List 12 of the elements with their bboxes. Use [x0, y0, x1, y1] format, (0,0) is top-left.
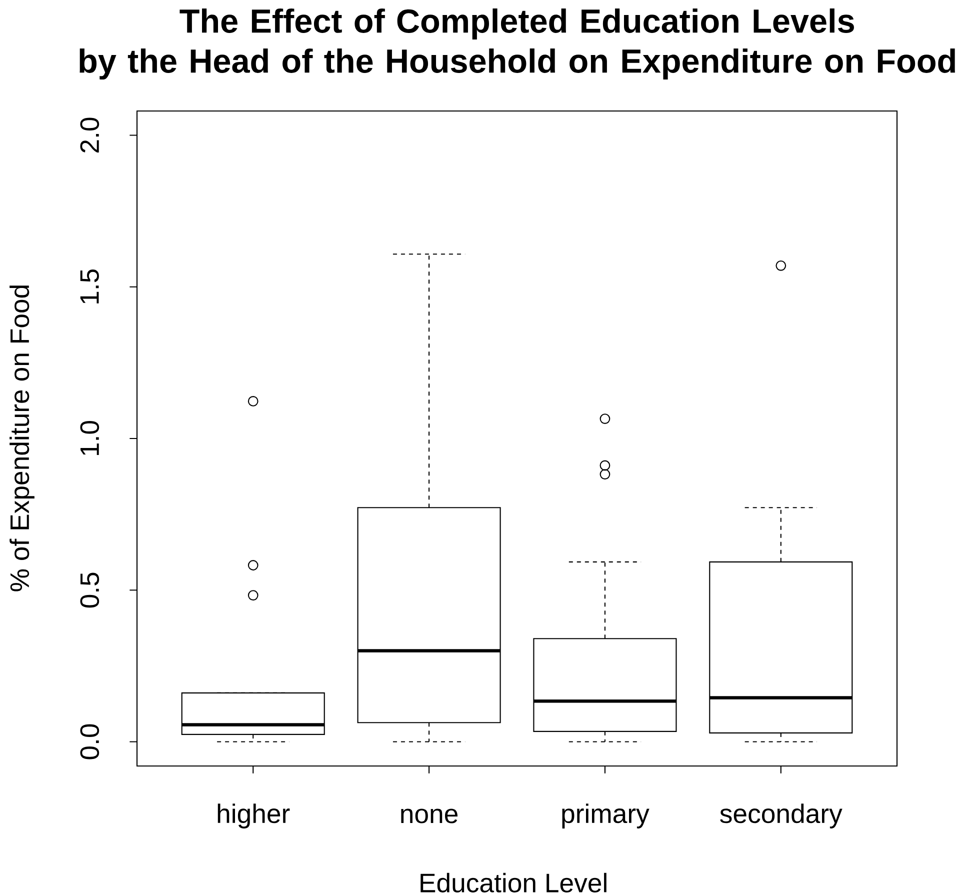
y-tick-label: 2.0	[80, 118, 100, 152]
chart-title: The Effect of Completed Education Levels by the Head of the Household on Expenditure on Food	[80, 8, 955, 80]
y-tick-label: 1.0	[80, 421, 100, 456]
x-tick-label: none	[401, 808, 458, 824]
y-tick-label: 0.0	[80, 724, 100, 760]
y-tick-label: 0.5	[80, 572, 100, 608]
x-tick-label: higher	[218, 804, 290, 828]
y-axis-title: % of Expenditure on Food	[10, 286, 34, 592]
y-tick-label: 1.5	[80, 269, 99, 304]
x-tick-label: primary	[562, 804, 650, 828]
x-axis-title: Education Level	[420, 872, 606, 892]
x-tick-label: secondary	[720, 804, 842, 828]
